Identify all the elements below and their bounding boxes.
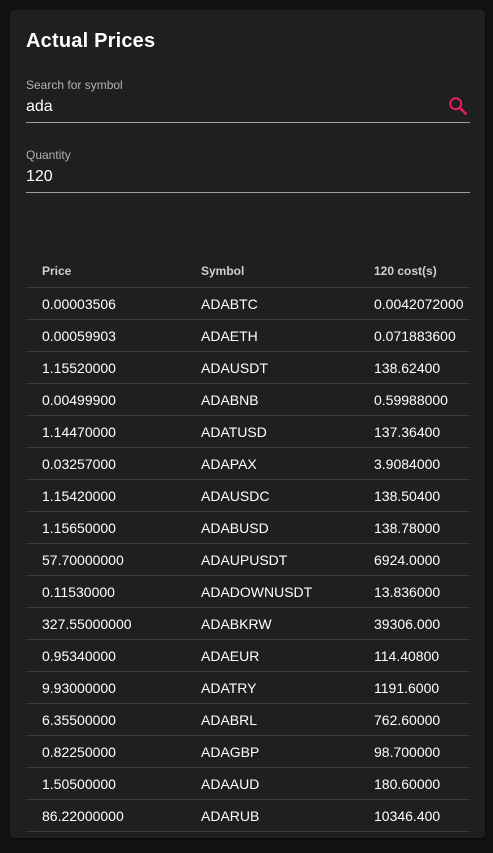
price-cell: 1.50500000	[26, 767, 185, 800]
symbol-cell: ADATUSD	[185, 415, 358, 448]
table-row: 0.00499900 ADABNB 0.59988000	[26, 383, 470, 416]
table-body: 0.00003506 ADABTC 0.0042072000 0.00059903 AD…	[26, 287, 470, 832]
cost-cell: 138.50400	[358, 479, 470, 512]
symbol-cell: ADATRY	[185, 671, 358, 704]
symbol-cell: ADAUPUSDT	[185, 543, 358, 576]
price-cell: 327.55000000	[26, 607, 185, 640]
symbol-cell: ADAAUD	[185, 767, 358, 800]
table-row: 0.95340000 ADAEUR 114.40800	[26, 639, 470, 672]
price-cell: 1.15650000	[26, 511, 185, 544]
table-row: 1.15420000 ADAUSDC 138.50400	[26, 479, 470, 512]
table-row: 1.50500000 ADAAUD 180.60000	[26, 767, 470, 800]
symbol-cell: ADABNB	[185, 383, 358, 416]
price-cell: 57.70000000	[26, 543, 185, 576]
symbol-cell: ADABKRW	[185, 607, 358, 640]
cost-cell: 138.62400	[358, 351, 470, 384]
table-row: 6.35500000 ADABRL 762.60000	[26, 703, 470, 736]
table-row: 86.22000000 ADARUB 10346.400	[26, 799, 470, 832]
quantity-underline	[26, 192, 470, 193]
table-row: 9.93000000 ADATRY 1191.6000	[26, 671, 470, 704]
search-label: Search for symbol	[26, 78, 123, 92]
search-underline	[26, 122, 470, 123]
table-header-row: Price Symbol 120 cost(s)	[26, 255, 470, 288]
cost-cell: 39306.000	[358, 607, 470, 640]
search-input[interactable]	[26, 96, 436, 118]
symbol-cell: ADAEUR	[185, 639, 358, 672]
search-field: Search for symbol	[26, 78, 470, 123]
symbol-cell: ADAPAX	[185, 447, 358, 480]
price-cell: 0.00003506	[26, 287, 185, 320]
table-row: 0.03257000 ADAPAX 3.9084000	[26, 447, 470, 480]
prices-table: Price Symbol 120 cost(s) 0.00003506 ADABT…	[26, 255, 470, 832]
table-row: 0.00003506 ADABTC 0.0042072000	[26, 287, 470, 320]
price-cell: 86.22000000	[26, 799, 185, 832]
price-cell: 0.95340000	[26, 639, 185, 672]
cost-cell: 10346.400	[358, 799, 470, 832]
price-cell: 0.00499900	[26, 383, 185, 416]
symbol-cell: ADARUB	[185, 799, 358, 832]
cost-cell: 13.836000	[358, 575, 470, 608]
quantity-label: Quantity	[26, 148, 71, 162]
table-row: 0.00059903 ADAETH 0.071883600	[26, 319, 470, 352]
cost-cell: 3.9084000	[358, 447, 470, 480]
quantity-field: Quantity	[26, 148, 470, 193]
table-row: 1.15520000 ADAUSDT 138.62400	[26, 351, 470, 384]
cost-cell: 0.0042072000	[358, 287, 470, 320]
symbol-cell: ADABRL	[185, 703, 358, 736]
table-row: 0.11530000 ADADOWNUSDT 13.836000	[26, 575, 470, 608]
table-row: 1.15650000 ADABUSD 138.78000	[26, 511, 470, 544]
price-cell: 0.82250000	[26, 735, 185, 768]
price-cell: 6.35500000	[26, 703, 185, 736]
cost-cell: 137.36400	[358, 415, 470, 448]
price-cell: 0.00059903	[26, 319, 185, 352]
table-row: 1.14470000 ADATUSD 137.36400	[26, 415, 470, 448]
prices-card: Actual Prices Search for symbol Quantity…	[10, 10, 485, 838]
symbol-cell: ADADOWNUSDT	[185, 575, 358, 608]
price-cell: 9.93000000	[26, 671, 185, 704]
cost-cell: 114.40800	[358, 639, 470, 672]
quantity-input[interactable]	[26, 166, 436, 188]
cost-cell: 98.700000	[358, 735, 470, 768]
cost-cell: 0.59988000	[358, 383, 470, 416]
price-cell: 1.15520000	[26, 351, 185, 384]
price-cell: 0.11530000	[26, 575, 185, 608]
column-header-symbol: Symbol	[185, 255, 358, 288]
cost-cell: 1191.6000	[358, 671, 470, 704]
cost-cell: 138.78000	[358, 511, 470, 544]
cost-cell: 762.60000	[358, 703, 470, 736]
cost-cell: 6924.0000	[358, 543, 470, 576]
price-cell: 1.14470000	[26, 415, 185, 448]
column-header-cost: 120 cost(s)	[358, 255, 470, 288]
price-cell: 0.03257000	[26, 447, 185, 480]
symbol-cell: ADABTC	[185, 287, 358, 320]
column-header-price: Price	[26, 255, 185, 288]
symbol-cell: ADABUSD	[185, 511, 358, 544]
search-button[interactable]	[446, 94, 470, 118]
cost-cell: 0.071883600	[358, 319, 470, 352]
symbol-cell: ADAGBP	[185, 735, 358, 768]
cost-cell: 180.60000	[358, 767, 470, 800]
table-row: 0.82250000 ADAGBP 98.700000	[26, 735, 470, 768]
table-row: 57.70000000 ADAUPUSDT 6924.0000	[26, 543, 470, 576]
symbol-cell: ADAUSDT	[185, 351, 358, 384]
symbol-cell: ADAUSDC	[185, 479, 358, 512]
table-row: 327.55000000 ADABKRW 39306.000	[26, 607, 470, 640]
page-title: Actual Prices	[26, 30, 156, 52]
symbol-cell: ADAETH	[185, 319, 358, 352]
price-cell: 1.15420000	[26, 479, 185, 512]
search-icon	[449, 97, 467, 115]
